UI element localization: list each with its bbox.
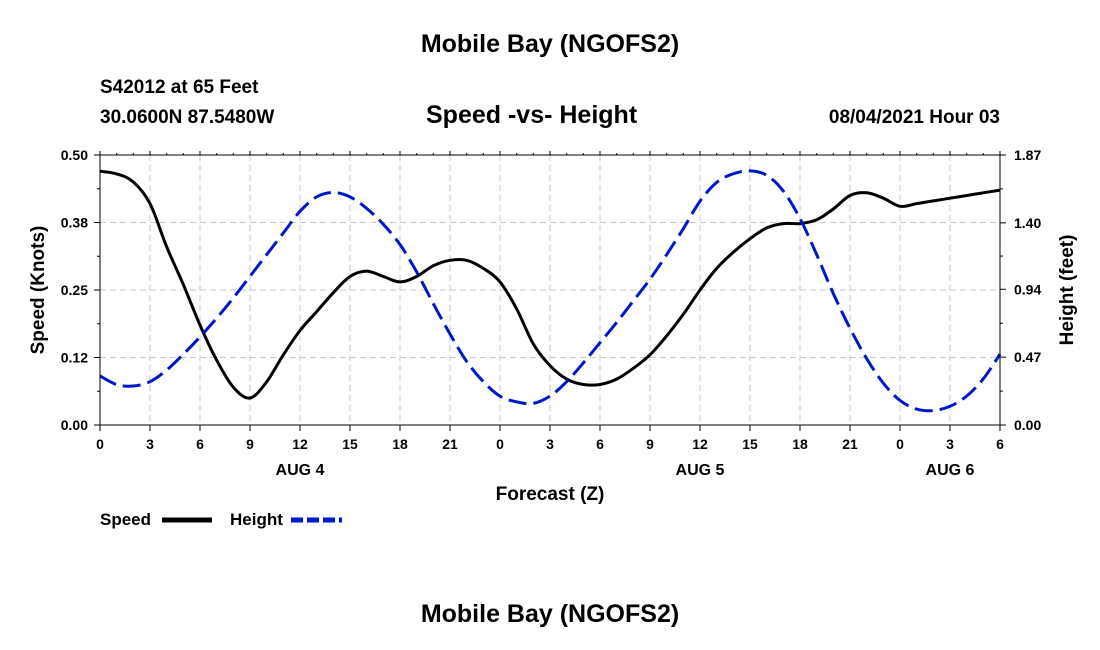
x-tick-label: 3 bbox=[546, 436, 554, 452]
station-coordinates: 30.0600N 87.5480W bbox=[100, 107, 275, 128]
forecast-timestamp: 08/04/2021 Hour 03 bbox=[828, 107, 1000, 128]
grid-lines bbox=[100, 155, 1000, 425]
station-label: S42012 at 65 Feet bbox=[100, 77, 259, 98]
x-tick-label: 18 bbox=[392, 436, 408, 452]
x-tick-label: 0 bbox=[496, 436, 504, 452]
legend: Speed Height bbox=[100, 510, 342, 529]
y2-tick-label: 1.87 bbox=[1014, 147, 1041, 163]
x-tick-label: 12 bbox=[292, 436, 308, 452]
legend-label-height: Height bbox=[230, 510, 283, 529]
x-tick-label: 15 bbox=[342, 436, 358, 452]
x-tick-label: 0 bbox=[96, 436, 104, 452]
y-tick-label: 0.12 bbox=[61, 350, 88, 366]
legend-label-speed: Speed bbox=[100, 510, 151, 529]
x-tick-label: 9 bbox=[646, 436, 654, 452]
x-tick-label: 6 bbox=[996, 436, 1004, 452]
axes: 0 3 6 9 12 15 18 21 0 3 6 9 12 15 18 21 0 3 6 AUG 4 AUG 5 AUG… bbox=[61, 147, 1042, 479]
x-tick-label: 6 bbox=[596, 436, 604, 452]
x-axis-label: Forecast (Z) bbox=[496, 484, 605, 505]
x-tick-label: 21 bbox=[842, 436, 858, 452]
y-tick-label: 0.00 bbox=[61, 417, 88, 433]
footer-title: Mobile Bay (NGOFS2) bbox=[420, 600, 680, 628]
y2-tick-label: 0.94 bbox=[1014, 281, 1041, 297]
y2-tick-label: 1.40 bbox=[1014, 215, 1041, 231]
y2-tick-label: 0.47 bbox=[1014, 349, 1041, 365]
y2-axis-label: Height (feet) bbox=[1057, 235, 1078, 346]
series-line-speed bbox=[99, 169, 1001, 400]
y-tick-label: 0.25 bbox=[61, 282, 88, 298]
x-tick-label: 21 bbox=[442, 436, 458, 452]
series-layer bbox=[99, 169, 1002, 413]
y-tick-label: 0.50 bbox=[61, 147, 88, 163]
chart-title: Speed -vs- Height bbox=[426, 101, 638, 129]
x-tick-label: 0 bbox=[896, 436, 904, 452]
y-tick-label: 0.38 bbox=[61, 215, 88, 231]
y2-tick-label: 0.00 bbox=[1014, 417, 1041, 433]
x-tick-label: 18 bbox=[792, 436, 808, 452]
day-label: AUG 6 bbox=[926, 462, 975, 479]
x-tick-label: 3 bbox=[146, 436, 154, 452]
x-tick-label: 3 bbox=[946, 436, 954, 452]
y-axis-label: Speed (Knots) bbox=[28, 226, 49, 355]
x-tick-label: 9 bbox=[246, 436, 254, 452]
x-tick-label: 6 bbox=[196, 436, 204, 452]
day-label: AUG 5 bbox=[676, 462, 725, 479]
x-tick-label: 12 bbox=[692, 436, 708, 452]
page-title: Mobile Bay (NGOFS2) bbox=[420, 30, 680, 58]
day-label: AUG 4 bbox=[276, 462, 325, 479]
x-tick-label: 15 bbox=[742, 436, 758, 452]
